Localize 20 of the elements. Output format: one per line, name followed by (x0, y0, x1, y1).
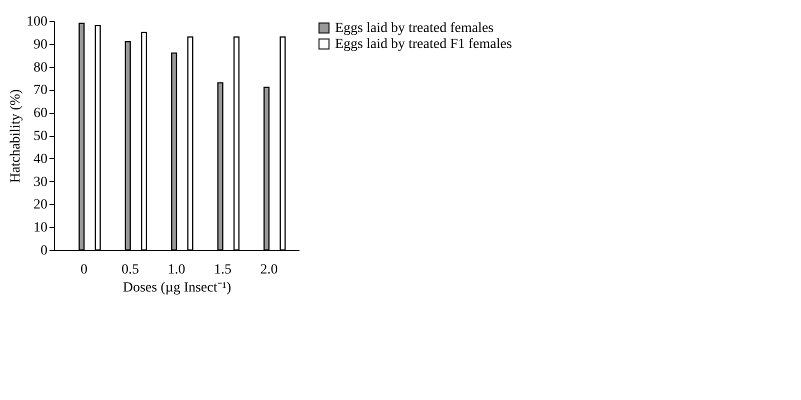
legend-label: Eggs laid by treated F1 females (335, 37, 512, 52)
y-tick-label: 50 (34, 129, 48, 144)
y-tick-label: 20 (34, 198, 48, 213)
x-tick-label: 0.5 (122, 262, 140, 278)
y-tick-label: 0 (40, 244, 48, 258)
y-tick-label: 10 (34, 220, 48, 236)
x-tick-label: 2.0 (260, 262, 278, 278)
y-tick-label: 30 (34, 174, 48, 190)
y-tick-label: 70 (34, 83, 48, 98)
y-tick-label: 90 (34, 37, 48, 52)
legend-label: Eggs laid by treated females (335, 21, 494, 36)
y-axis-title: Hatchability (%) (8, 88, 24, 183)
y-tick-label: 80 (34, 60, 48, 76)
x-axis-title: Doses (µg Insect⁻¹) (122, 280, 232, 296)
x-tick-label: 1.5 (214, 262, 232, 278)
x-tick-label: 0 (80, 262, 88, 278)
y-tick-label: 60 (34, 106, 48, 122)
x-tick-label: 1.0 (168, 262, 186, 278)
y-tick-label: 40 (34, 152, 48, 167)
y-tick-label: 100 (26, 14, 48, 30)
